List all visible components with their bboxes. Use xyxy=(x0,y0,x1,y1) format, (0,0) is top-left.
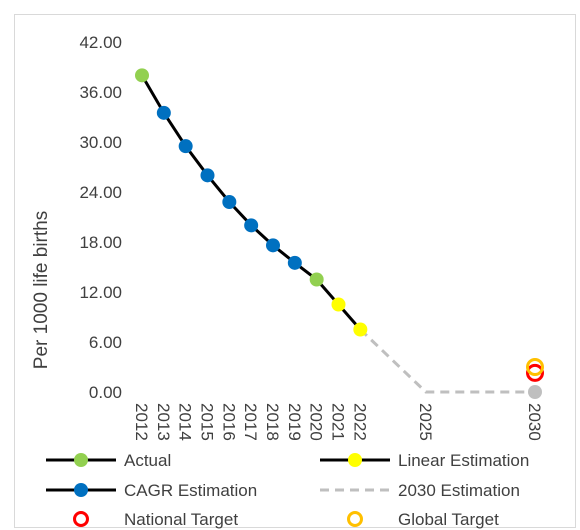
2030-estimation-line xyxy=(359,328,535,394)
cagr-estimation-marker xyxy=(244,218,259,233)
legend: Actual Linear Estimation CAGR Estimation 20… xyxy=(46,451,529,529)
legend-label: Linear Estimation xyxy=(398,451,529,470)
linear-estimation-marker xyxy=(331,297,346,312)
legend-label: Global Target xyxy=(398,510,499,529)
national-target-marker xyxy=(526,363,544,382)
y-tick-label: 42.00 xyxy=(79,33,122,52)
y-tick-label: 0.00 xyxy=(89,383,122,402)
cagr-estimation-marker xyxy=(266,238,280,253)
2030-estimation-marker xyxy=(528,385,542,399)
y-tick-label: 6.00 xyxy=(89,333,122,352)
legend-marker xyxy=(73,511,89,527)
legend-item-national-target: National Target xyxy=(73,510,238,529)
x-tick-label: 2021 xyxy=(329,403,348,441)
legend-label: National Target xyxy=(124,510,238,529)
legend-item-global-target: Global Target xyxy=(347,510,499,529)
series-lines xyxy=(140,74,535,394)
y-axis-ticks: 0.00 6.00 12.00 18.00 24.00 30.00 36.00 42.00 xyxy=(79,33,122,402)
legend-marker xyxy=(347,511,363,527)
legend-item-actual: Actual xyxy=(46,451,171,470)
cagr-estimation-marker xyxy=(287,255,302,270)
series-markers xyxy=(135,68,544,399)
x-tick-label: 2022 xyxy=(350,403,369,441)
chart-frame xyxy=(14,14,576,528)
x-tick-label: 2020 xyxy=(307,403,326,441)
legend-marker xyxy=(348,453,362,467)
legend-label: Actual xyxy=(124,451,171,470)
linear-estimation-marker xyxy=(353,322,368,337)
actual-marker xyxy=(309,272,324,287)
y-tick-label: 24.00 xyxy=(79,183,122,202)
x-tick-label: 2014 xyxy=(176,403,195,441)
x-tick-label: 2025 xyxy=(416,403,435,441)
cagr-estimation-marker xyxy=(156,105,171,120)
legend-item-2030-estimation: 2030 Estimation xyxy=(320,481,520,500)
global-target-marker xyxy=(526,358,544,376)
legend-item-linear-estimation: Linear Estimation xyxy=(320,451,529,470)
y-tick-label: 18.00 xyxy=(79,233,122,252)
y-tick-label: 30.00 xyxy=(79,133,122,152)
legend-marker xyxy=(74,483,88,497)
y-axis-title: Per 1000 life births xyxy=(31,211,52,369)
x-tick-label: 2012 xyxy=(132,403,151,441)
cagr-estimation-marker xyxy=(200,168,215,183)
x-tick-label: 2015 xyxy=(198,403,217,441)
legend-label: CAGR Estimation xyxy=(124,481,257,500)
x-tick-label: 2017 xyxy=(241,403,260,441)
legend-item-cagr-estimation: CAGR Estimation xyxy=(46,481,257,500)
cagr-estimation-marker xyxy=(178,139,193,154)
legend-label: 2030 Estimation xyxy=(398,481,520,500)
trend-line xyxy=(140,74,362,331)
x-tick-label: 2018 xyxy=(263,403,282,441)
actual-marker xyxy=(135,68,149,83)
cagr-estimation-marker xyxy=(222,195,237,209)
y-tick-label: 36.00 xyxy=(79,83,122,102)
x-axis-ticks: 2012 2013 2014 2015 2016 2017 2018 2019 2020 2021… xyxy=(132,403,544,441)
y-tick-label: 12.00 xyxy=(79,283,122,302)
legend-marker xyxy=(74,453,88,467)
x-tick-label: 2013 xyxy=(154,403,173,441)
x-tick-label: 2016 xyxy=(219,403,238,441)
x-tick-label: 2030 xyxy=(525,403,544,441)
x-tick-label: 2019 xyxy=(285,403,304,441)
